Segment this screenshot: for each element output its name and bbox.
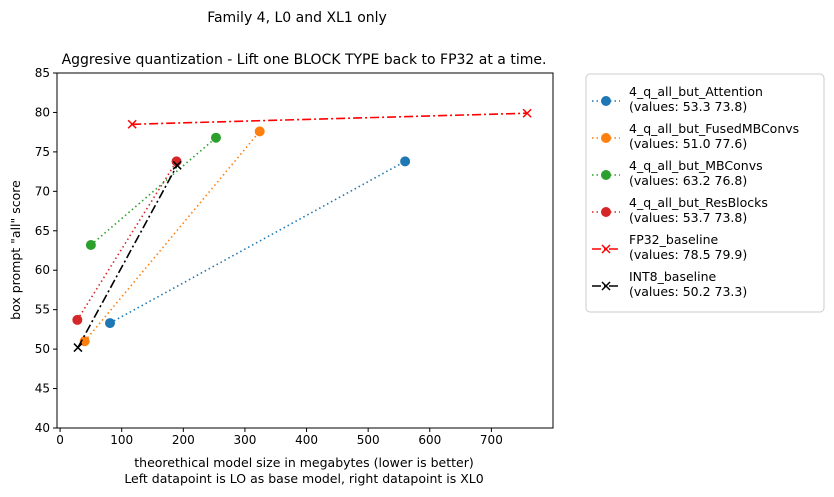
y-tick-label: 65 [35, 224, 50, 238]
legend-marker [601, 170, 611, 180]
legend-item: 4_q_all_but_Attention(values: 53.3 73.8) [592, 84, 763, 114]
legend-label: 4_q_all_but_ResBlocks [629, 195, 768, 210]
x-marker-stroke [127, 119, 137, 129]
data-point [172, 160, 182, 170]
legend-values: (values: 78.5 79.9) [629, 247, 747, 262]
data-point [85, 239, 96, 250]
y-tick-label: 55 [35, 303, 50, 317]
legend-label: 4_q_all_but_FusedMBConvs [629, 121, 799, 136]
series-4_q_all_but_FusedMBConvs [79, 126, 265, 347]
x-axis-label: theorethical model size in megabytes (lo… [134, 455, 473, 470]
y-tick-label: 75 [35, 145, 50, 159]
legend-marker [601, 207, 611, 217]
y-tick-label: 45 [35, 382, 50, 396]
legend-item: FP32_baseline(values: 78.5 79.9) [592, 232, 747, 262]
legend-marker [601, 133, 611, 143]
series-line [132, 112, 528, 126]
x-marker-stroke [172, 160, 182, 170]
series-4_q_all_but_MBConvs [85, 132, 221, 250]
legend-marker [601, 244, 611, 254]
series-FP32_baseline [127, 108, 532, 129]
legend-values: (values: 53.7 73.8) [629, 210, 747, 225]
series-line [77, 164, 178, 348]
y-tick-label: 40 [35, 421, 50, 435]
y-tick-label: 50 [35, 342, 50, 356]
legend-marker [601, 96, 611, 106]
x-marker-stroke [73, 343, 83, 353]
legend: 4_q_all_but_Attention(values: 53.3 73.8)… [585, 73, 825, 313]
legend-marker [601, 281, 611, 291]
legend-label: INT8_baseline [629, 269, 717, 284]
data-point [72, 314, 83, 325]
x-tick-label: 100 [110, 433, 133, 447]
legend-item: INT8_baseline(values: 50.2 73.3) [592, 269, 747, 299]
series-line [90, 137, 217, 246]
data-point [73, 343, 83, 353]
legend-values: (values: 50.2 73.3) [629, 284, 747, 299]
legend-item: 4_q_all_but_MBConvs(values: 63.2 76.8) [592, 158, 763, 188]
data-point [127, 119, 137, 129]
legend-label: 4_q_all_but_Attention [629, 84, 763, 99]
legend-label: 4_q_all_but_MBConvs [629, 158, 763, 173]
legend-item: 4_q_all_but_FusedMBConvs(values: 51.0 77… [592, 121, 799, 151]
data-point [210, 132, 221, 143]
series-line [84, 130, 261, 342]
series-line [109, 160, 406, 324]
figure-suptitle: Family 4, L0 and XL1 only [207, 10, 387, 26]
x-tick-label: 600 [418, 433, 441, 447]
y-tick-label: 60 [35, 263, 50, 277]
data-point [254, 126, 265, 137]
x-marker-stroke [601, 244, 611, 254]
y-tick-label: 70 [35, 184, 50, 198]
y-tick-label: 85 [35, 66, 50, 80]
data-point [522, 108, 532, 118]
x-tick-label: 500 [357, 433, 380, 447]
x-tick-label: 0 [56, 433, 64, 447]
x-marker-stroke [601, 281, 611, 291]
chart-title: Aggresive quantization - Lift one BLOCK … [62, 52, 547, 68]
series-INT8_baseline [73, 160, 182, 353]
x-tick-label: 400 [295, 433, 318, 447]
legend-values: (values: 51.0 77.6) [629, 136, 747, 151]
x-tick-label: 200 [172, 433, 195, 447]
legend-box [585, 73, 825, 313]
x-marker-stroke [522, 108, 532, 118]
legend-values: (values: 53.3 73.8) [629, 99, 747, 114]
data-point [104, 318, 115, 329]
data-point [400, 156, 411, 167]
legend-label: FP32_baseline [629, 232, 719, 247]
series-4_q_all_but_Attention [104, 156, 411, 329]
x-tick-label: 300 [233, 433, 256, 447]
x-tick-label: 700 [480, 433, 503, 447]
plot-area: 0 100 200 300 400 500 600 700 40 45 50 55 60 65 70 75 80… [35, 66, 554, 447]
y-tick-label: 80 [35, 105, 50, 119]
legend-values: (values: 63.2 76.8) [629, 173, 747, 188]
legend-item: 4_q_all_but_ResBlocks(values: 53.7 73.8) [592, 195, 768, 225]
plot-frame [56, 72, 554, 429]
y-axis-label: box prompt "all" score [8, 180, 23, 320]
x-axis-label-subtitle: Left datapoint is LO as base model, righ… [124, 471, 483, 486]
